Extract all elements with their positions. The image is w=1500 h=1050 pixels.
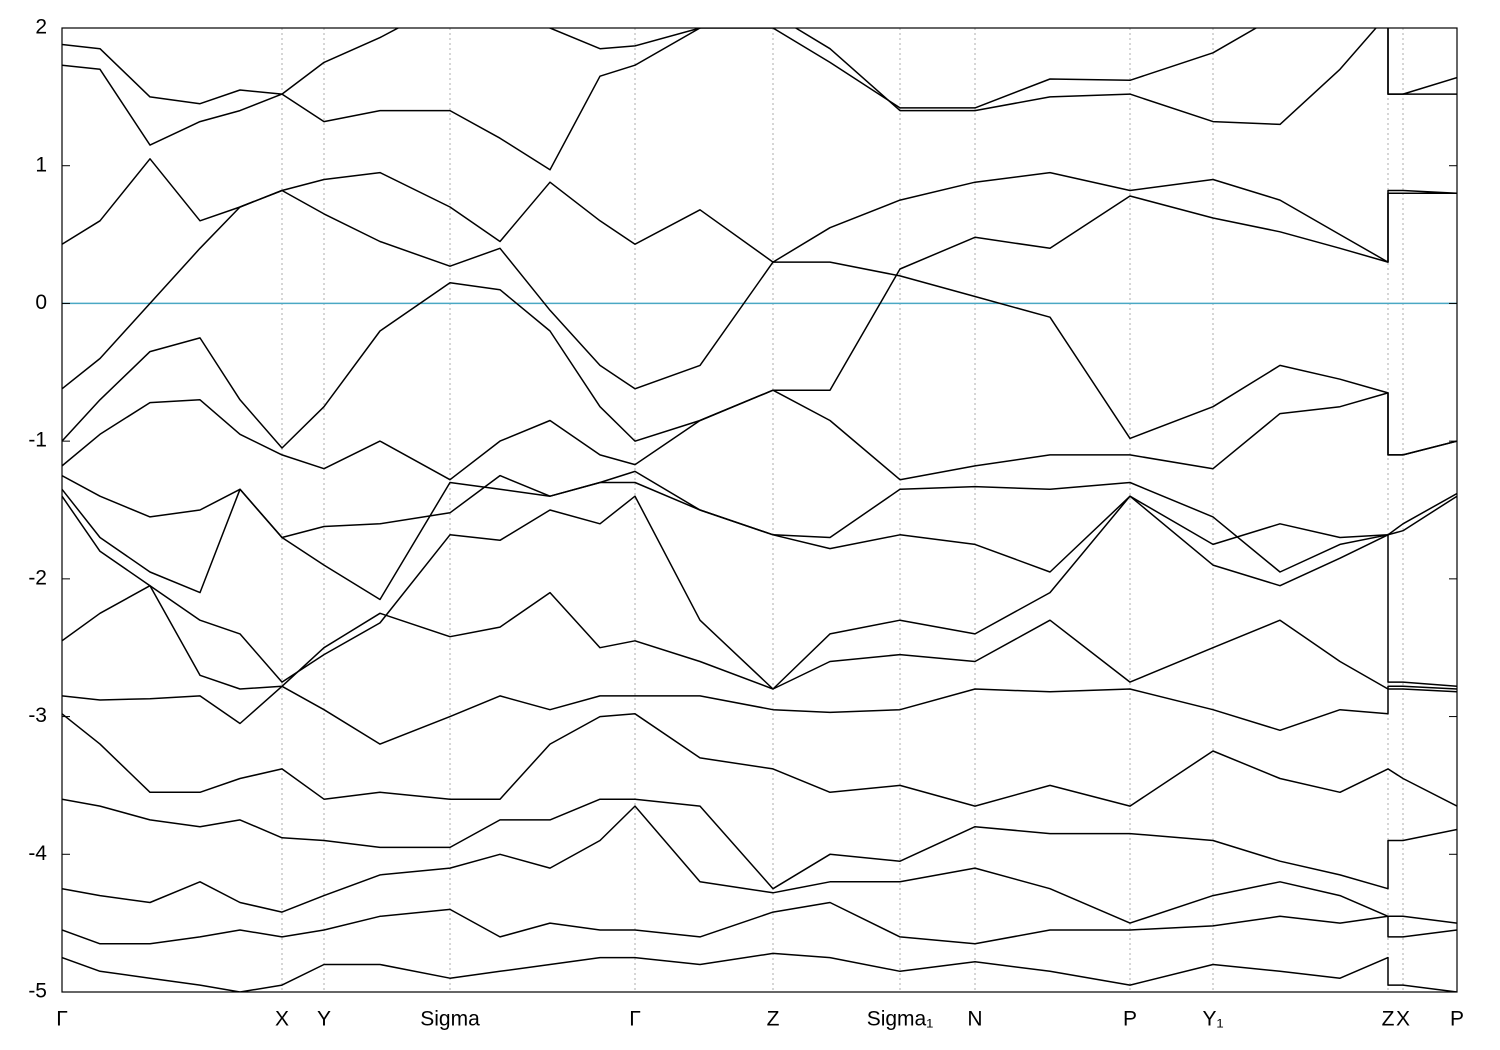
band-line <box>62 685 1457 745</box>
y-tick-label: 1 <box>35 153 47 176</box>
band-line <box>62 901 1457 945</box>
x-tick-label: Sigma₁ <box>867 1008 934 1031</box>
band-line <box>62 798 1457 890</box>
band-line <box>62 189 1457 456</box>
band-line <box>62 192 1457 449</box>
grid <box>61 28 1458 992</box>
plot-frame <box>61 27 1458 993</box>
band-line <box>62 28 1457 109</box>
x-tick-label: Sigma <box>420 1008 480 1031</box>
x-tick-label: Γ <box>629 1008 641 1031</box>
x-tick-label: Z <box>1382 1008 1395 1031</box>
x-tick-label: X <box>275 1008 289 1031</box>
bands <box>62 28 1457 992</box>
x-tick-label: N <box>967 1008 982 1031</box>
band-line <box>62 470 1457 573</box>
band-line <box>62 805 1457 924</box>
x-tick-label: Γ <box>56 1008 68 1031</box>
band-line <box>62 158 1457 263</box>
y-tick-label: -1 <box>28 429 47 452</box>
axes: 210-1-2-3-4-5Γ X Y Sigma Γ Z Sigma₁ N P Y₁ Z X P <box>28 16 1464 1031</box>
band-line <box>62 713 1457 807</box>
band-line <box>62 495 1457 690</box>
band-line <box>62 481 1457 601</box>
y-tick-label: -4 <box>28 842 47 865</box>
y-tick-label: -5 <box>28 980 47 1003</box>
y-tick-label: -2 <box>28 566 47 589</box>
x-tick-label: X <box>1396 1008 1410 1031</box>
y-tick-label: 2 <box>35 16 47 39</box>
x-tick-label: P <box>1123 1008 1137 1031</box>
x-tick-label: Y <box>317 1008 331 1031</box>
band-line <box>62 952 1457 992</box>
band-line <box>62 28 1457 171</box>
x-tick-label: Y₁ <box>1202 1008 1223 1031</box>
y-tick-label: 0 <box>35 291 47 314</box>
x-tick-label: P <box>1450 1008 1464 1031</box>
x-tick-label: Z <box>767 1008 780 1031</box>
band-line <box>62 389 1457 481</box>
band-line <box>62 584 1457 690</box>
y-tick-label: -3 <box>28 704 47 727</box>
